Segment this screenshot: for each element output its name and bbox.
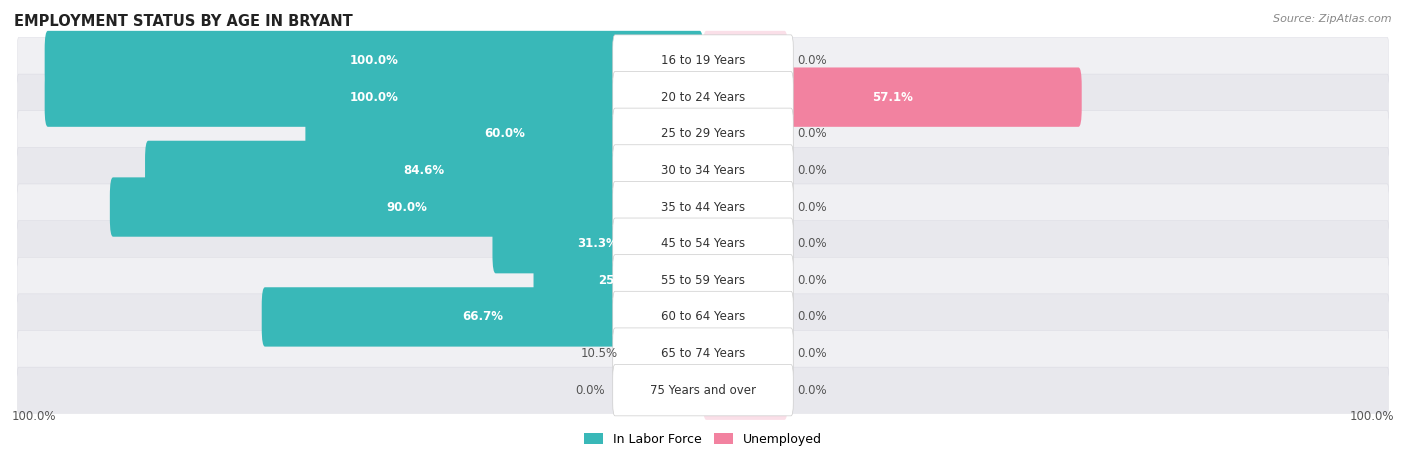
FancyBboxPatch shape [18, 37, 1388, 84]
FancyBboxPatch shape [613, 108, 793, 159]
Text: Source: ZipAtlas.com: Source: ZipAtlas.com [1274, 14, 1392, 23]
Text: 45 to 54 Years: 45 to 54 Years [661, 237, 745, 250]
Text: 0.0%: 0.0% [797, 237, 827, 250]
FancyBboxPatch shape [145, 141, 703, 200]
Text: 57.1%: 57.1% [872, 90, 912, 104]
Text: 0.0%: 0.0% [575, 384, 605, 397]
Text: 20 to 24 Years: 20 to 24 Years [661, 90, 745, 104]
FancyBboxPatch shape [613, 328, 793, 379]
Legend: In Labor Force, Unemployed: In Labor Force, Unemployed [579, 428, 827, 450]
FancyBboxPatch shape [533, 251, 703, 310]
FancyBboxPatch shape [262, 287, 703, 346]
FancyBboxPatch shape [18, 257, 1388, 303]
FancyBboxPatch shape [613, 291, 793, 342]
Text: 0.0%: 0.0% [797, 201, 827, 214]
FancyBboxPatch shape [703, 287, 787, 346]
FancyBboxPatch shape [613, 72, 793, 123]
FancyBboxPatch shape [613, 255, 793, 306]
Text: 90.0%: 90.0% [387, 201, 427, 214]
Text: 0.0%: 0.0% [797, 274, 827, 287]
Text: 30 to 34 Years: 30 to 34 Years [661, 164, 745, 177]
Text: 25.0%: 25.0% [598, 274, 638, 287]
FancyBboxPatch shape [18, 74, 1388, 120]
FancyBboxPatch shape [613, 145, 793, 196]
FancyBboxPatch shape [613, 181, 793, 233]
FancyBboxPatch shape [18, 220, 1388, 267]
Text: 84.6%: 84.6% [404, 164, 444, 177]
FancyBboxPatch shape [703, 214, 787, 273]
Text: 100.0%: 100.0% [350, 90, 398, 104]
FancyBboxPatch shape [305, 104, 703, 163]
FancyBboxPatch shape [18, 111, 1388, 157]
Text: 0.0%: 0.0% [797, 310, 827, 324]
Text: 0.0%: 0.0% [797, 127, 827, 140]
FancyBboxPatch shape [18, 367, 1388, 413]
FancyBboxPatch shape [703, 177, 787, 237]
Text: 31.3%: 31.3% [578, 237, 619, 250]
Text: 75 Years and over: 75 Years and over [650, 384, 756, 397]
Text: 60.0%: 60.0% [484, 127, 524, 140]
FancyBboxPatch shape [45, 68, 703, 127]
FancyBboxPatch shape [703, 31, 787, 90]
FancyBboxPatch shape [613, 218, 793, 269]
FancyBboxPatch shape [703, 251, 787, 310]
FancyBboxPatch shape [492, 214, 703, 273]
FancyBboxPatch shape [703, 104, 787, 163]
Text: 0.0%: 0.0% [797, 54, 827, 67]
Text: 0.0%: 0.0% [797, 384, 827, 397]
FancyBboxPatch shape [703, 68, 1081, 127]
Text: 66.7%: 66.7% [461, 310, 503, 324]
FancyBboxPatch shape [18, 294, 1388, 340]
Text: 60 to 64 Years: 60 to 64 Years [661, 310, 745, 324]
FancyBboxPatch shape [18, 184, 1388, 230]
Text: 100.0%: 100.0% [350, 54, 398, 67]
Text: EMPLOYMENT STATUS BY AGE IN BRYANT: EMPLOYMENT STATUS BY AGE IN BRYANT [14, 14, 353, 28]
Text: 65 to 74 Years: 65 to 74 Years [661, 347, 745, 360]
Text: 25 to 29 Years: 25 to 29 Years [661, 127, 745, 140]
Text: 0.0%: 0.0% [797, 164, 827, 177]
Text: 55 to 59 Years: 55 to 59 Years [661, 274, 745, 287]
Text: 16 to 19 Years: 16 to 19 Years [661, 54, 745, 67]
Text: 100.0%: 100.0% [13, 410, 56, 423]
FancyBboxPatch shape [18, 147, 1388, 194]
FancyBboxPatch shape [628, 324, 703, 383]
FancyBboxPatch shape [703, 324, 787, 383]
FancyBboxPatch shape [110, 177, 703, 237]
FancyBboxPatch shape [703, 141, 787, 200]
FancyBboxPatch shape [45, 31, 703, 90]
FancyBboxPatch shape [18, 330, 1388, 377]
Text: 100.0%: 100.0% [1350, 410, 1393, 423]
Text: 35 to 44 Years: 35 to 44 Years [661, 201, 745, 214]
FancyBboxPatch shape [613, 364, 793, 416]
FancyBboxPatch shape [703, 360, 787, 420]
FancyBboxPatch shape [613, 35, 793, 86]
Text: 0.0%: 0.0% [797, 347, 827, 360]
Text: 10.5%: 10.5% [581, 347, 619, 360]
